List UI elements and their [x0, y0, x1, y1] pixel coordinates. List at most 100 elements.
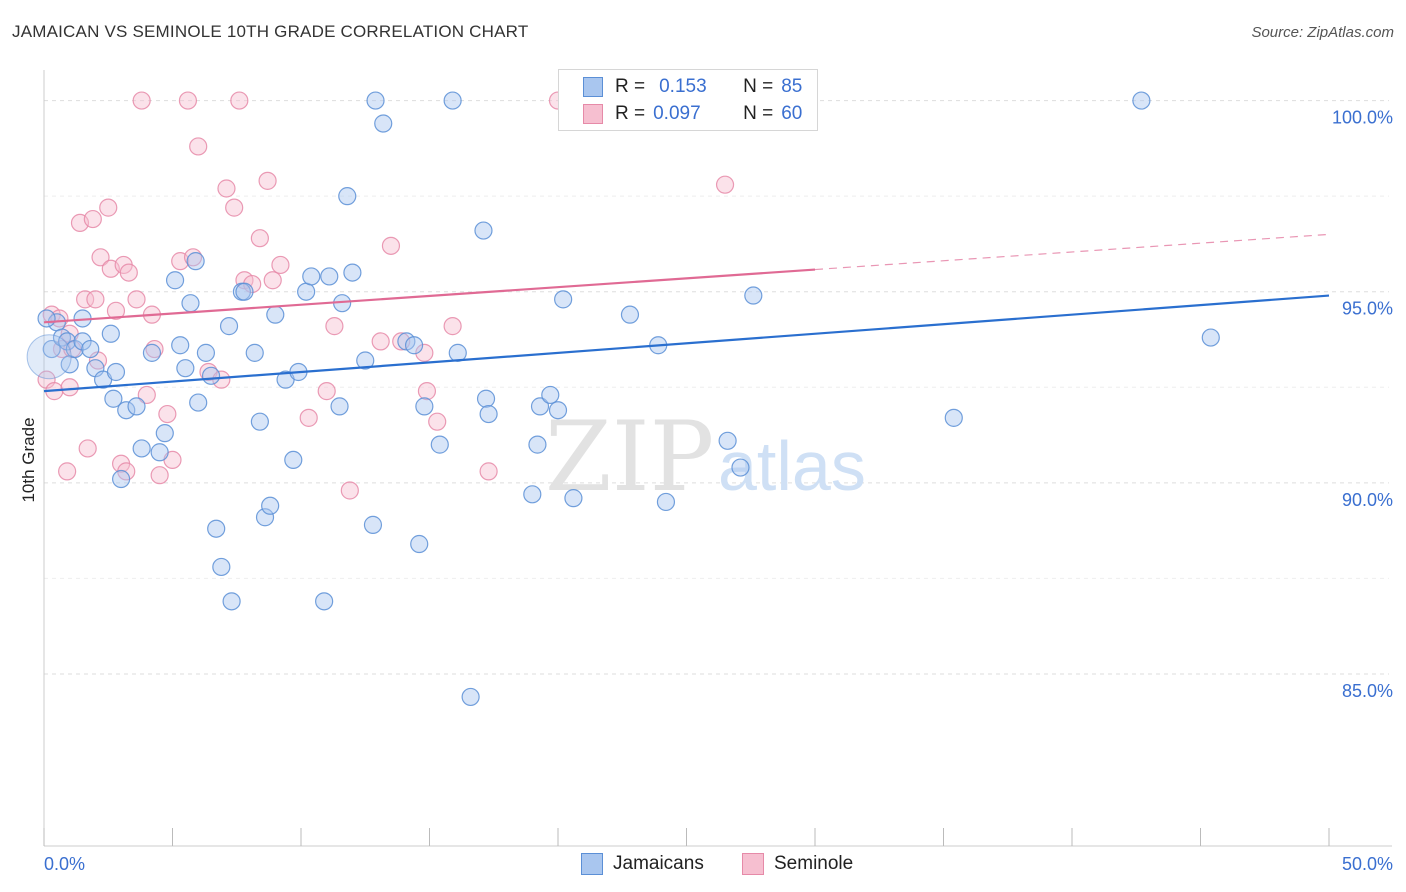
bottom-legend-jamaicans: Jamaicans: [581, 852, 704, 876]
jamaicans-point: [528, 435, 547, 454]
seminole-point: [230, 91, 249, 110]
jamaicans-point: [58, 332, 77, 351]
bottom-legend-label: Seminole: [774, 853, 854, 874]
jamaicans-point: [255, 508, 275, 527]
jamaicans-point: [104, 389, 123, 408]
seminole-point: [178, 91, 198, 110]
jamaicans-point: [117, 401, 136, 420]
watermark-zip: ZIP: [545, 401, 714, 513]
axes: [43, 70, 1392, 847]
seminole-point: [428, 412, 447, 431]
seminole-point: [189, 137, 208, 156]
seminole-point: [106, 301, 126, 320]
seminole-point: [271, 255, 290, 275]
legend-r-value: 0.097: [653, 103, 701, 124]
seminole-point: [317, 382, 336, 401]
legend-r-value: 0.153: [659, 76, 707, 97]
jamaicans-point: [132, 439, 151, 458]
seminole-point: [150, 466, 169, 485]
seminole-point: [86, 290, 105, 309]
jamaicans-point: [479, 404, 498, 424]
seminole-point: [60, 378, 79, 397]
seminole-trend-line: [43, 268, 816, 324]
jamaicans-point: [744, 286, 763, 305]
legend-n-label: N =: [743, 103, 774, 124]
seminole-point: [78, 439, 97, 458]
watermark: ZIP atlas: [545, 401, 866, 513]
jamaicans-point: [81, 339, 100, 359]
jamaicans-point: [320, 267, 339, 286]
jamaicans-point: [944, 408, 963, 427]
jamaicans-point: [111, 469, 131, 489]
bottom-legend-label: Jamaicans: [613, 853, 704, 874]
y-tick-label: 100.0%: [1332, 108, 1393, 128]
jamaicans-point: [315, 592, 334, 611]
seminole-point: [225, 198, 244, 217]
jamaicans-point: [201, 366, 221, 385]
jamaicans-point: [212, 557, 231, 577]
legend-row-seminole: R = 0.097 N = 60: [583, 103, 802, 125]
y-tick-label: 85.0%: [1342, 681, 1393, 701]
jamaicans-point: [189, 393, 208, 412]
jamaicans-point: [530, 397, 550, 416]
seminole-point: [91, 248, 110, 267]
jamaicans-point: [564, 489, 583, 508]
jamaicans-point: [235, 282, 254, 301]
jamaicans-point: [186, 252, 205, 271]
jamaicans-point: [165, 271, 185, 290]
bottom-legend-swatch-blue: [581, 853, 603, 875]
x-tick-label: 0.0%: [44, 854, 85, 874]
jamaicans-point: [461, 687, 480, 707]
seminole-point: [217, 179, 236, 198]
seminole-point: [99, 198, 118, 217]
jamaicans-point: [474, 221, 493, 240]
jamaicans-point: [1201, 328, 1220, 347]
jamaicans-point: [207, 519, 226, 538]
jamaicans-point: [261, 496, 280, 515]
chart-title: JAMAICAN VS SEMINOLE 10TH GRADE CORRELAT…: [12, 22, 529, 41]
jamaicans-point: [356, 351, 375, 370]
seminole-point: [76, 290, 95, 309]
jamaicans-point: [250, 412, 269, 431]
seminole-point: [250, 229, 269, 248]
y-axis-label: 10th Grade: [19, 417, 38, 502]
jamaicans-point: [548, 401, 568, 420]
stats-legend: R = 0.153 N = 85 R = 0.097 N = 60: [558, 69, 818, 131]
seminole-point: [443, 317, 462, 336]
jamaicans-point: [150, 443, 169, 462]
jamaicans-point: [142, 343, 162, 362]
jamaicans-point: [718, 431, 737, 450]
seminole-point: [127, 290, 146, 309]
y-tick-label: 90.0%: [1342, 490, 1393, 510]
jamaicans-point: [476, 389, 496, 408]
seminole-point: [381, 236, 401, 255]
seminole-point: [299, 408, 318, 427]
bottom-legend-swatch-pink: [742, 853, 764, 875]
seminole-point: [340, 481, 359, 500]
seminole-point: [415, 343, 434, 362]
jamaicans-point: [297, 282, 316, 301]
seminole-point: [243, 274, 262, 294]
jamaicans-point: [42, 339, 61, 359]
trend-lines: [43, 233, 1330, 393]
jamaicans-point: [302, 267, 321, 286]
jamaicans-point: [176, 359, 195, 378]
jamaicans-point: [284, 450, 303, 470]
legend-n-label: N =: [743, 76, 774, 97]
jamaicans-point: [155, 424, 174, 443]
jamaicans-point: [127, 397, 146, 416]
y-tick-label: 95.0%: [1342, 299, 1393, 319]
legend-r-label: R =: [615, 76, 646, 97]
jamaicans-point: [656, 492, 676, 512]
jamaicans-point: [554, 290, 573, 309]
jamaicans-point: [196, 343, 216, 362]
jamaicans-point: [266, 305, 285, 324]
jamaicans-point: [430, 435, 449, 454]
seminole-point: [371, 332, 390, 351]
jamaicans-point: [106, 362, 126, 382]
x-tick-label: 50.0%: [1342, 854, 1393, 874]
jamaicans-point: [245, 343, 264, 362]
jamaicans-point: [366, 91, 385, 110]
seminole-point: [132, 91, 151, 110]
